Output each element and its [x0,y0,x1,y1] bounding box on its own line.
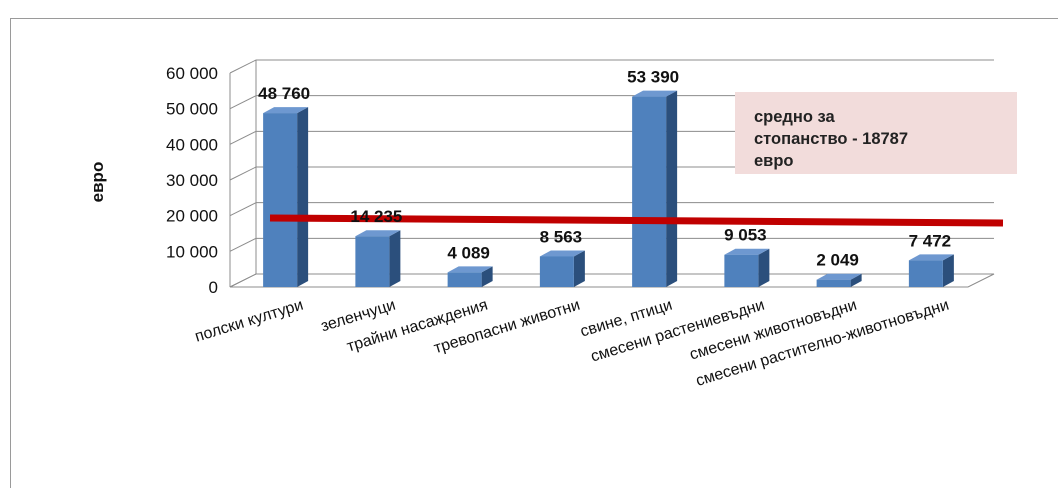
bar-top [539,250,585,257]
data-label: 8 563 [540,227,583,246]
bar-front [355,236,390,287]
y-tick-label: 30 000 [166,171,218,190]
bar-side [481,266,493,287]
bar-side [297,107,309,288]
bar [447,266,493,287]
average-annotation-text: средно за стопанство - 18787 евро [754,108,909,170]
bar [908,254,954,287]
bar [263,107,309,288]
avg-layer [269,214,1004,227]
bar-front [816,279,851,287]
y-axis-title: евро [88,162,107,203]
bar-top [632,90,678,97]
bar-top [263,107,309,114]
average-line [269,214,1004,227]
average-annotation-box: средно за стопанство - 18787 евро [735,92,1017,174]
y-tick-label: 60 000 [166,64,218,83]
bar-side [666,90,678,287]
bar-top [355,230,401,237]
bar-front [632,96,667,287]
bar-side [389,230,401,287]
bar-side [942,254,954,287]
grid-diagonal [229,237,257,252]
x-tick-label: полски култури [193,297,305,346]
floor [229,273,995,288]
y-tick-label: 40 000 [166,135,218,154]
y-tick-label: 20 000 [166,207,218,226]
bar [539,250,585,287]
data-label: 2 049 [816,251,859,270]
data-label: 53 390 [627,68,679,87]
data-label: 4 089 [447,243,490,262]
y-tick-label: 10 000 [166,242,218,261]
bar-top [724,248,770,255]
bar [816,273,862,287]
grid-diagonal [229,95,257,110]
bar-side [573,250,585,287]
bar [632,90,678,287]
data-label: 7 472 [909,231,952,250]
grid-diagonal [229,59,257,74]
bar-front [539,256,574,287]
grid-diagonal [229,166,257,181]
bar-top [908,254,954,261]
bar-chart: 60 000 50 000 40 000 30 000 20 000 10 000 0 48… [88,59,1004,390]
chart-frame [10,18,1058,488]
bar-front [447,272,482,287]
axis-layer: 60 000 50 000 40 000 30 000 20 000 10 000 0 [166,60,995,297]
bar-top [816,273,862,280]
data-label: 14 235 [350,207,402,226]
bar-front [908,260,943,287]
grid-diagonal [229,202,257,217]
y-tick-label: 0 [209,278,218,297]
bar-layer [263,90,954,288]
bar-front [263,113,298,288]
bar-front [724,254,759,287]
y-tick-label: 50 000 [166,100,218,119]
bar-top [447,266,493,273]
data-label: 9 053 [724,226,767,245]
bar [355,230,401,287]
bar-side [850,273,862,287]
bar [724,248,770,287]
grid-diagonal [229,130,257,145]
data-label: 48 760 [258,84,310,103]
bar-side [758,248,770,287]
